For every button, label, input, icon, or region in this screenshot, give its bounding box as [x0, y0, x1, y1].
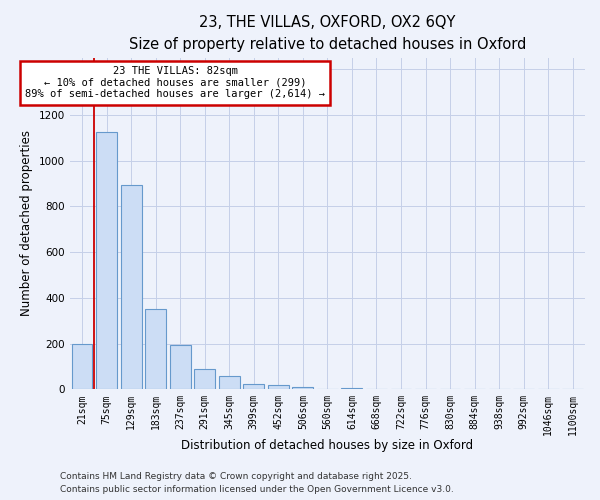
Title: 23, THE VILLAS, OXFORD, OX2 6QY
Size of property relative to detached houses in : 23, THE VILLAS, OXFORD, OX2 6QY Size of … — [129, 15, 526, 52]
Bar — [145, 310, 166, 390]
Bar — [170, 344, 191, 390]
Bar — [341, 388, 362, 390]
Bar — [121, 184, 142, 390]
Bar — [71, 344, 92, 390]
Text: Contains HM Land Registry data © Crown copyright and database right 2025.
Contai: Contains HM Land Registry data © Crown c… — [60, 472, 454, 494]
Bar — [268, 385, 289, 390]
Bar — [194, 369, 215, 390]
Y-axis label: Number of detached properties: Number of detached properties — [20, 130, 33, 316]
Bar — [219, 376, 239, 390]
Bar — [96, 132, 117, 390]
Text: 23 THE VILLAS: 82sqm
← 10% of detached houses are smaller (299)
89% of semi-deta: 23 THE VILLAS: 82sqm ← 10% of detached h… — [25, 66, 325, 100]
X-axis label: Distribution of detached houses by size in Oxford: Distribution of detached houses by size … — [181, 440, 473, 452]
Bar — [244, 384, 264, 390]
Bar — [292, 387, 313, 390]
